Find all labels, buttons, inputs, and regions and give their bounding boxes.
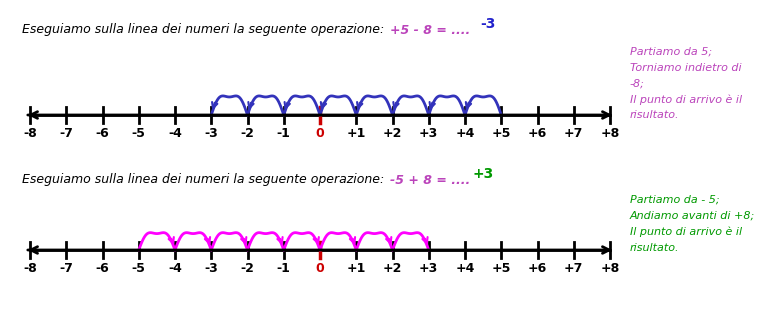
Text: +8: +8 [601, 127, 619, 140]
Text: -3: -3 [204, 262, 218, 275]
Text: +3: +3 [473, 167, 494, 181]
Text: 0: 0 [316, 127, 325, 140]
Text: +5 - 8 = ....: +5 - 8 = .... [390, 23, 470, 37]
Text: +8: +8 [601, 262, 619, 275]
Text: -5: -5 [132, 127, 145, 140]
Text: +1: +1 [346, 127, 366, 140]
Text: +5: +5 [492, 127, 511, 140]
Text: Eseguiamo sulla linea dei numeri la seguente operazione:: Eseguiamo sulla linea dei numeri la segu… [22, 23, 388, 37]
Text: -6: -6 [95, 127, 109, 140]
Text: +2: +2 [383, 127, 402, 140]
Text: +3: +3 [419, 127, 439, 140]
Text: -8: -8 [23, 127, 37, 140]
Text: -5 + 8 = ....: -5 + 8 = .... [390, 174, 470, 187]
Text: -5: -5 [132, 262, 145, 275]
Text: -3: -3 [480, 17, 495, 31]
Text: -7: -7 [59, 127, 74, 140]
Text: -2: -2 [241, 127, 254, 140]
Text: -7: -7 [59, 262, 74, 275]
Text: -4: -4 [168, 127, 182, 140]
Text: -1: -1 [277, 127, 291, 140]
Text: +7: +7 [564, 262, 583, 275]
Text: -2: -2 [241, 262, 254, 275]
Text: +3: +3 [419, 262, 439, 275]
Text: -1: -1 [277, 262, 291, 275]
Text: +1: +1 [346, 262, 366, 275]
Text: +4: +4 [455, 262, 475, 275]
Text: +4: +4 [455, 127, 475, 140]
Text: +6: +6 [528, 262, 547, 275]
Text: +6: +6 [528, 127, 547, 140]
Text: +5: +5 [492, 262, 511, 275]
Text: -8: -8 [23, 262, 37, 275]
Text: +2: +2 [383, 262, 402, 275]
Text: Partiamo da - 5;
Andiamo avanti di +8;
Il punto di arrivo è il
risultato.: Partiamo da - 5; Andiamo avanti di +8; I… [630, 195, 755, 253]
Text: Eseguiamo sulla linea dei numeri la seguente operazione:: Eseguiamo sulla linea dei numeri la segu… [22, 174, 388, 187]
Text: -4: -4 [168, 262, 182, 275]
Text: -6: -6 [95, 262, 109, 275]
Text: +7: +7 [564, 127, 583, 140]
Text: -3: -3 [204, 127, 218, 140]
Text: Partiamo da 5;
Torniamo indietro di
-8;
Il punto di arrivo è il
risultato.: Partiamo da 5; Torniamo indietro di -8; … [630, 47, 742, 120]
Text: 0: 0 [316, 262, 325, 275]
